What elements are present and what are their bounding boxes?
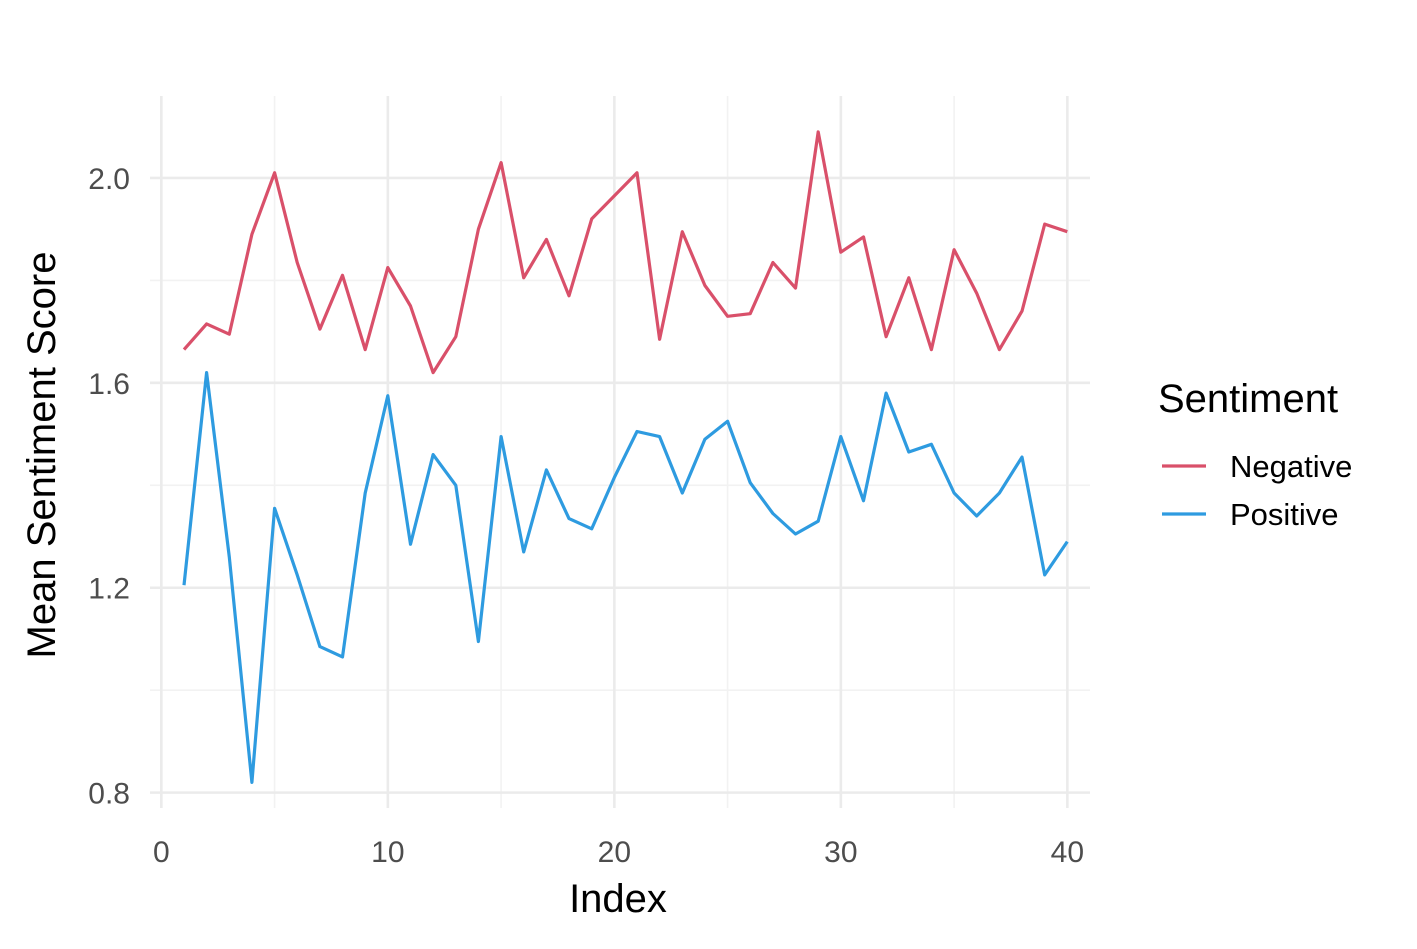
x-tick-label: 20 [598,836,631,869]
legend-label-positive: Positive [1230,497,1339,532]
legend-label-negative: Negative [1230,449,1352,484]
series-lines [182,130,1069,785]
y-tick-label: 2.0 [88,163,130,196]
x-tick-label: 0 [153,836,170,869]
x-axis-title: Index [569,877,667,921]
y-tick-label: 1.6 [88,368,130,401]
x-tick-label: 10 [371,836,404,869]
series-line-positive [182,371,1069,785]
y-tick-label: 1.2 [88,573,130,606]
legend: Sentiment Negative Positive [1158,377,1352,532]
x-axis-ticks: 0 10 20 30 40 [153,836,1084,869]
legend-title: Sentiment [1158,377,1338,421]
minor-gridlines [150,96,1090,808]
series-line-negative [182,130,1068,375]
legend-items: Negative Positive [1162,449,1352,532]
x-tick-label: 40 [1051,836,1084,869]
major-gridlines [150,96,1090,808]
y-tick-label: 0.8 [88,778,130,811]
y-axis-title: Mean Sentiment Score [20,252,64,659]
y-axis-ticks: 0.8 1.2 1.6 2.0 [88,163,130,811]
x-tick-label: 30 [824,836,857,869]
